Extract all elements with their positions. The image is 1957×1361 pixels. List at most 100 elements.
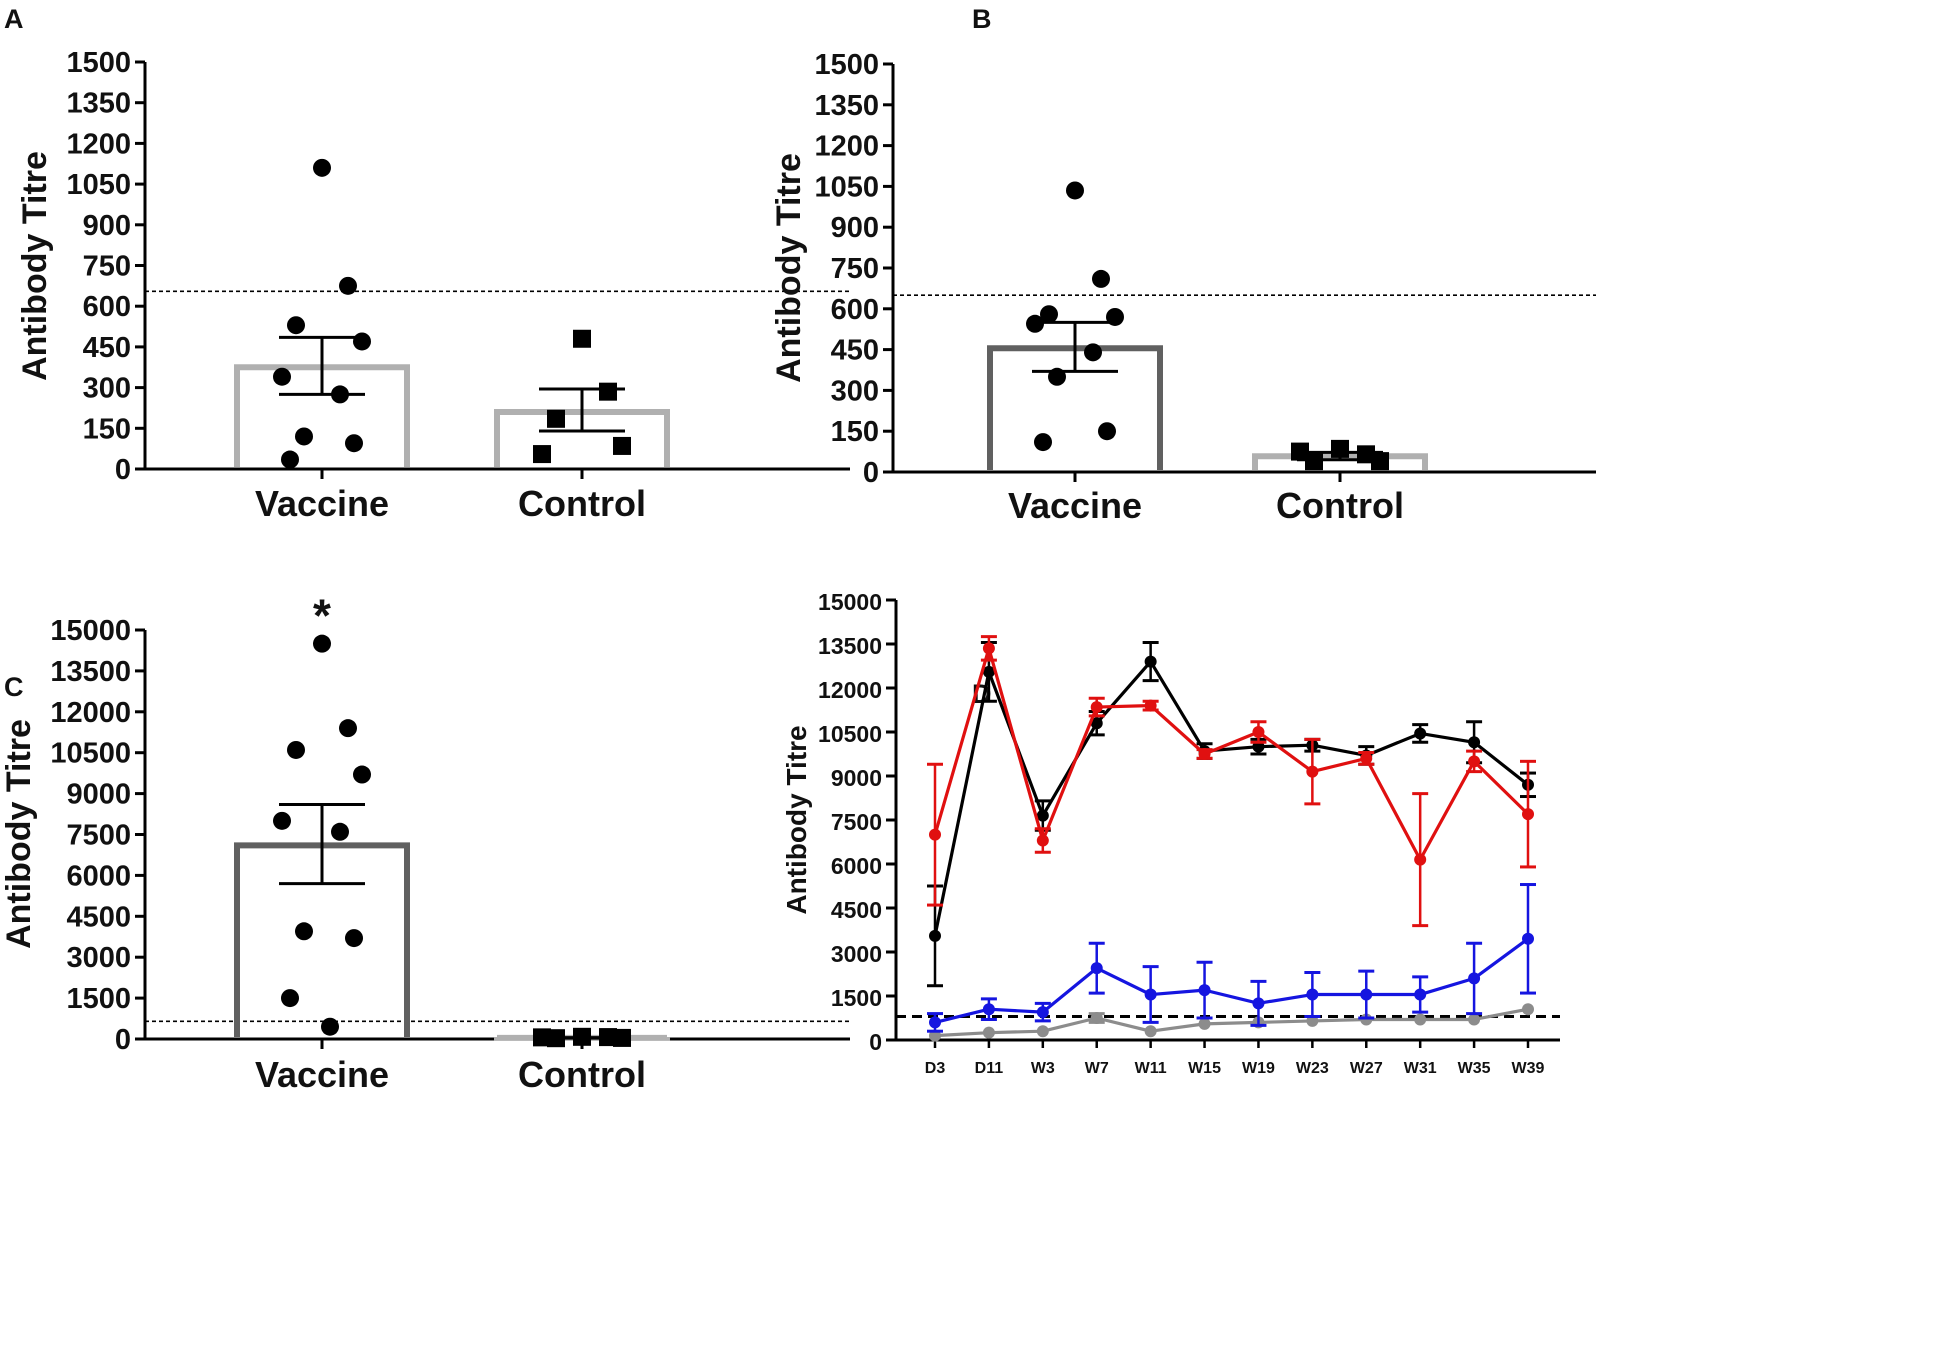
panel-b-ytick-label: 1050 <box>814 171 879 203</box>
panel-b-point-vaccine <box>1040 305 1058 324</box>
panel-d-point-red <box>1306 765 1319 778</box>
panel-a-point-vaccine <box>345 434 363 453</box>
panel-b-point-vaccine <box>1034 433 1052 452</box>
panel-a-xtick-label-control: Control <box>518 483 646 524</box>
panel-a-point-control <box>573 329 591 348</box>
panel-d-ytick-label: 4500 <box>831 897 882 923</box>
panel-c-ytick-label: 0 <box>115 1024 131 1056</box>
panel-a-ytick-label: 1350 <box>66 88 131 120</box>
panel-c-ytick-label: 15000 <box>50 615 131 647</box>
panel-a-y-axis-title: Antibody Titre <box>16 151 54 381</box>
panel-c-ytick-label: 10500 <box>50 738 131 770</box>
panel-a-xtick-label-vaccine: Vaccine <box>255 483 389 524</box>
panel-b-point-vaccine <box>1084 343 1102 362</box>
panel-d-point-blue <box>1252 997 1265 1010</box>
panel-d-ytick-label: 13500 <box>818 633 882 659</box>
panel-c-point-vaccine <box>281 989 299 1008</box>
panel-d-xtick-label: D11 <box>975 1060 1004 1077</box>
panel-d-point-black <box>1144 655 1157 668</box>
panel-c-point-control <box>573 1027 591 1046</box>
panel-b-ytick-label: 300 <box>831 375 879 407</box>
panel-c-ytick-label: 1500 <box>66 983 131 1015</box>
panel-c-point-vaccine <box>295 922 313 941</box>
panel-d-point-blue <box>982 1003 995 1016</box>
panel-d-point-black <box>1468 736 1481 749</box>
panel-d-point-red <box>1414 853 1427 866</box>
panel-d-point-gray <box>1090 1012 1103 1024</box>
panel-a-point-control <box>547 409 565 428</box>
panel-d-ytick-label: 15000 <box>818 589 882 615</box>
panel-c-y-axis-title: Antibody Titre <box>0 719 38 949</box>
panel-label-c: C <box>4 672 24 702</box>
panel-d-series-gray <box>929 1003 1534 1042</box>
panel-c-ytick-label: 3000 <box>66 942 131 974</box>
panel-b-ytick-label: 1200 <box>814 131 879 163</box>
panel-a-ytick-label: 600 <box>83 291 131 323</box>
panel-d-point-red <box>1036 834 1049 847</box>
panel-a-point-control <box>613 436 631 455</box>
panel-a-point-vaccine <box>273 367 291 386</box>
panel-d-line-black <box>933 660 1529 937</box>
panel-c-point-control <box>599 1028 617 1047</box>
panel-c-point-vaccine <box>313 634 331 653</box>
panel-a-ytick-label: 450 <box>83 332 131 364</box>
panel-c-point-control <box>613 1028 631 1047</box>
panel-d-point-red <box>1360 752 1373 765</box>
panel-d-point-red <box>1090 701 1103 714</box>
panel-d-xtick-label: W27 <box>1350 1060 1383 1077</box>
panel-a-ytick-label: 1200 <box>66 128 131 160</box>
panel-d-xtick-label: D3 <box>925 1060 946 1077</box>
panel-d-xtick-label: W35 <box>1458 1060 1491 1077</box>
panel-d-series-blue <box>927 883 1536 1033</box>
panel-c-significance-star: * <box>313 590 331 642</box>
panel-d-ytick-label: 9000 <box>831 765 882 791</box>
panel-b-ytick-label: 0 <box>863 457 879 489</box>
panel-d-point-blue <box>1090 962 1103 975</box>
panel-d-line-blue <box>934 937 1529 1024</box>
panel-c-point-vaccine <box>345 929 363 948</box>
panel-d-chart: 0 1500 3000 4500 6000 7500 9000 10500 12000 13500… <box>781 589 1560 1077</box>
panel-d-point-blue <box>1414 988 1427 1001</box>
panel-d-point-gray <box>1522 1003 1534 1016</box>
panel-c-point-vaccine <box>331 822 349 841</box>
panel-d-point-gray <box>1036 1025 1049 1038</box>
panel-label-a: A <box>4 4 24 34</box>
panel-d-point-gray <box>1144 1025 1157 1038</box>
panel-b-point-vaccine <box>1106 307 1124 326</box>
panel-b-ytick-label: 600 <box>831 294 879 326</box>
panel-b-ytick-label: 450 <box>831 335 879 367</box>
panel-c-point-vaccine <box>287 740 305 759</box>
panel-b-point-vaccine <box>1092 269 1110 288</box>
panel-d-xtick-label: W39 <box>1512 1060 1545 1077</box>
panel-d-point-blue <box>1468 972 1481 985</box>
panel-d-point-black <box>1036 809 1049 822</box>
panel-b-xtick-label-control: Control <box>1276 485 1404 526</box>
panel-d-point-blue <box>1198 984 1211 997</box>
panel-b-ytick-label: 150 <box>831 416 879 448</box>
panel-d-point-red <box>929 828 941 841</box>
panel-a-point-vaccine <box>281 450 299 469</box>
panel-d-point-blue <box>1360 988 1373 1001</box>
panel-d-point-gray <box>1414 1013 1427 1026</box>
panel-b-point-vaccine <box>1098 422 1116 441</box>
panel-label-b: B <box>972 4 992 34</box>
panel-d-line-red <box>933 646 1530 862</box>
panel-d-point-blue <box>1306 988 1319 1001</box>
panel-b-ytick-label: 750 <box>831 253 879 285</box>
panel-b-point-vaccine <box>1066 181 1084 200</box>
panel-c-point-control <box>533 1028 551 1047</box>
panel-a-ytick-label: 900 <box>83 210 131 242</box>
panel-b-point-vaccine <box>1026 314 1044 333</box>
panel-a-ytick-label: 1050 <box>66 169 131 201</box>
panel-d-xtick-label: W7 <box>1085 1060 1109 1077</box>
panel-b-ytick-label: 1500 <box>814 49 879 81</box>
panel-d-y-axis-title: Antibody Titre <box>781 725 812 914</box>
panel-d-ytick-label: 0 <box>869 1029 882 1055</box>
panel-c-ytick-label: 13500 <box>50 656 131 688</box>
panel-c-xtick-label-control: Control <box>518 1054 646 1095</box>
panel-d-point-black <box>1090 717 1103 730</box>
panel-a-ytick-label: 1500 <box>66 47 131 79</box>
panel-d-point-gray <box>1198 1017 1211 1030</box>
panel-d-ytick-label: 10500 <box>818 721 882 747</box>
